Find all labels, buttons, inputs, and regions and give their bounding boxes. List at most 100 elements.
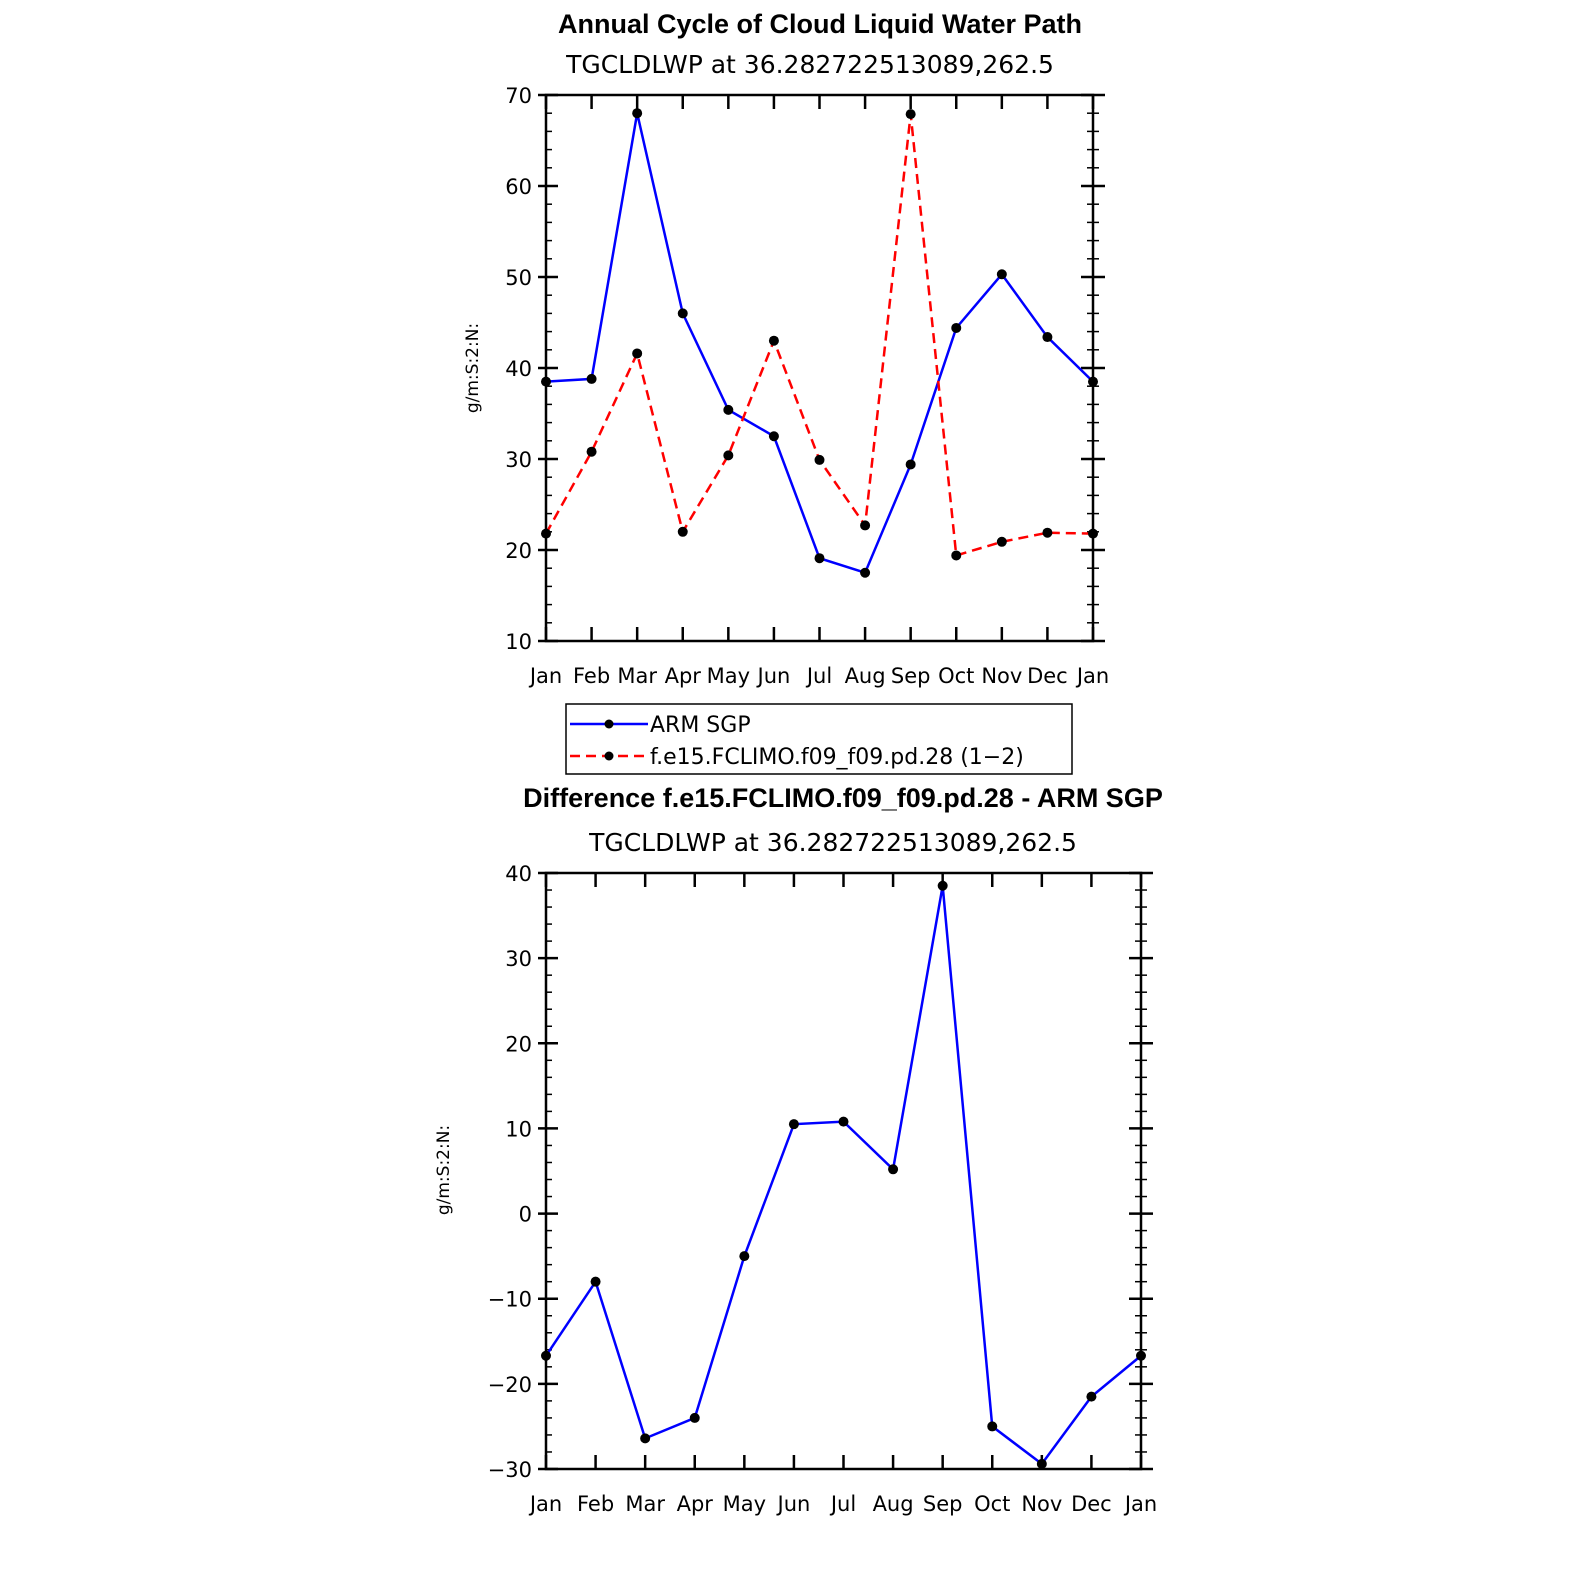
data-point xyxy=(590,1276,601,1287)
x-tick-label: Jul xyxy=(829,1492,856,1516)
data-point xyxy=(937,880,948,891)
data-point xyxy=(1088,528,1098,539)
data-point xyxy=(632,108,643,119)
data-point xyxy=(814,454,825,465)
data-point xyxy=(1088,376,1098,387)
series-line-0 xyxy=(544,885,1142,1466)
x-tick-label: Feb xyxy=(577,1492,614,1516)
data-point xyxy=(541,376,551,387)
y-tick-label: 20 xyxy=(505,539,532,563)
x-tick-label: Jan xyxy=(528,664,562,688)
y-tick-label: 0 xyxy=(519,1203,532,1227)
data-point xyxy=(677,308,688,319)
y-tick-label: 10 xyxy=(505,1117,532,1141)
data-point xyxy=(677,526,688,537)
y-tick-label: −30 xyxy=(488,1458,532,1482)
data-point xyxy=(586,373,597,384)
y-tick-label: 50 xyxy=(505,266,532,290)
data-point xyxy=(768,335,779,346)
difference-chart: Difference f.e15.FCLIMO.f09_f09.pd.28 - … xyxy=(434,783,1163,1516)
y-tick-label: 60 xyxy=(505,175,532,199)
data-point xyxy=(951,550,962,561)
data-point xyxy=(838,1116,849,1127)
chart-subtitle: TGCLDLWP at 36.282722513089,262.5 xyxy=(565,50,1054,79)
x-tick-label: Aug xyxy=(873,1492,914,1516)
data-point xyxy=(788,1119,799,1130)
y-tick-label: 10 xyxy=(505,630,532,654)
data-point xyxy=(987,1421,998,1432)
data-point xyxy=(888,1164,899,1175)
axes: Jan Feb Mar Apr May Jun Jul Aug Sep Oct Nov Dec Jan −… xyxy=(488,862,1158,1516)
legend-box xyxy=(565,703,1073,775)
data-point xyxy=(640,1433,651,1444)
x-tick-label: Nov xyxy=(981,664,1022,688)
x-tick-label: Apr xyxy=(665,664,702,688)
data-point xyxy=(632,348,643,359)
y-axis-label: g/m:S:2:N: xyxy=(434,1125,454,1215)
data-point xyxy=(1042,332,1053,343)
data-point xyxy=(905,109,916,120)
y-tick-label: 70 xyxy=(505,84,532,108)
data-point xyxy=(689,1412,700,1423)
x-tick-label: Dec xyxy=(1071,1492,1112,1516)
data-point xyxy=(541,1350,551,1361)
data-point xyxy=(814,553,825,564)
x-tick-label: Oct xyxy=(974,1492,1010,1516)
x-tick-label: Jun xyxy=(776,1492,811,1516)
x-tick-label: May xyxy=(707,664,750,688)
data-point xyxy=(905,459,916,470)
x-tick-label: Mar xyxy=(617,664,657,688)
x-tick-label: Dec xyxy=(1027,664,1068,688)
legend-label-arm-sgp: ARM SGP xyxy=(650,713,751,738)
data-point xyxy=(951,322,962,333)
x-tick-label: Sep xyxy=(891,664,931,688)
data-point xyxy=(1136,1350,1146,1361)
data-point xyxy=(586,446,597,457)
data-point xyxy=(1036,1458,1047,1469)
data-point xyxy=(996,536,1007,547)
y-tick-label: −10 xyxy=(488,1288,532,1312)
y-tick-label: 30 xyxy=(505,947,532,971)
x-tick-label: Jan xyxy=(1075,664,1109,688)
data-point xyxy=(1086,1391,1097,1402)
series-line-0 xyxy=(545,112,1094,575)
data-point xyxy=(739,1251,750,1262)
plot-frame xyxy=(544,871,1143,1471)
series-line-1 xyxy=(544,113,1094,558)
legend-marker-model xyxy=(604,751,614,761)
x-tick-label: Mar xyxy=(625,1492,665,1516)
data-point xyxy=(723,404,734,415)
x-tick-label: Apr xyxy=(677,1492,714,1516)
data-point xyxy=(1042,527,1053,538)
plot-area xyxy=(541,880,1146,1469)
x-tick-label: Nov xyxy=(1021,1492,1062,1516)
y-axis-label: g/m:S:2:N: xyxy=(463,323,483,413)
chart-title: Annual Cycle of Cloud Liquid Water Path xyxy=(558,9,1082,39)
legend-item-arm-sgp: ARM SGP xyxy=(570,713,751,738)
x-tick-label: May xyxy=(723,1492,766,1516)
legend-item-model: f.e15.FCLIMO.f09_f09.pd.28 (1−2) xyxy=(570,745,1024,770)
plot-area xyxy=(541,108,1098,578)
x-tick-label: Jun xyxy=(756,664,791,688)
x-tick-label: Feb xyxy=(573,664,610,688)
x-tick-label: Sep xyxy=(923,1492,963,1516)
x-tick-label: Aug xyxy=(845,664,886,688)
chart-title: Difference f.e15.FCLIMO.f09_f09.pd.28 - … xyxy=(523,783,1163,813)
annual-cycle-chart: Annual Cycle of Cloud Liquid Water Path … xyxy=(463,9,1109,688)
data-point xyxy=(860,520,871,531)
y-tick-label: 30 xyxy=(505,448,532,472)
data-point xyxy=(541,528,551,539)
x-tick-label: Jul xyxy=(805,664,832,688)
y-tick-label: 20 xyxy=(505,1032,532,1056)
axes: Jan Feb Mar Apr May Jun Jul Aug Sep Oct Nov Dec Jan 1… xyxy=(505,84,1109,688)
legend-label-model: f.e15.FCLIMO.f09_f09.pd.28 (1−2) xyxy=(650,745,1024,770)
x-tick-label: Oct xyxy=(938,664,974,688)
data-point xyxy=(723,450,734,461)
y-tick-label: 40 xyxy=(505,357,532,381)
data-point xyxy=(860,567,871,578)
legend-marker-arm-sgp xyxy=(604,719,614,729)
legend: ARM SGP f.e15.FCLIMO.f09_f09.pd.28 (1−2) xyxy=(565,703,1073,775)
y-tick-label: 40 xyxy=(505,862,532,886)
data-point xyxy=(996,269,1007,280)
